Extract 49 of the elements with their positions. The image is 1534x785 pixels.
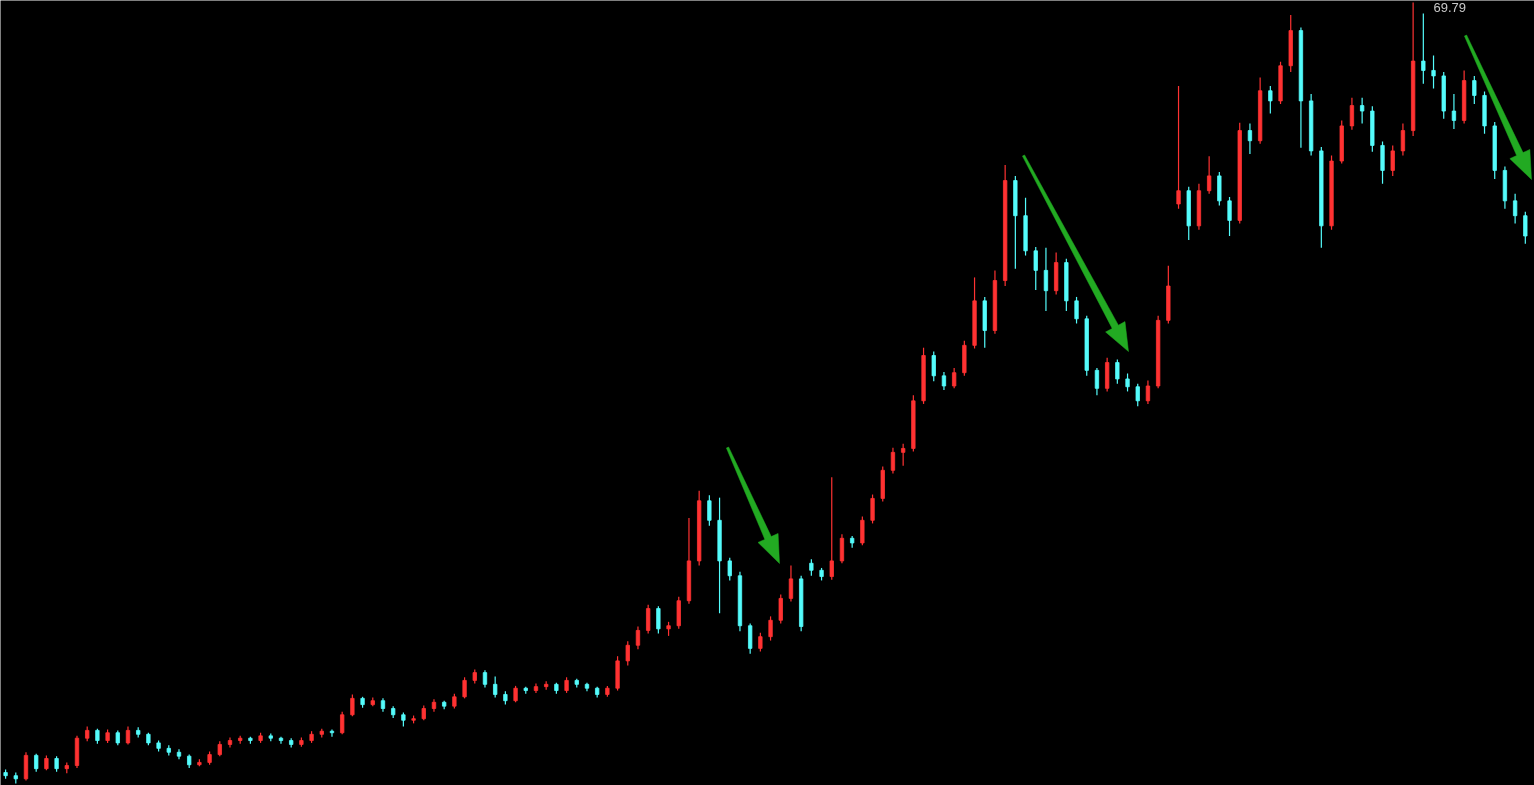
candlestick	[1227, 196, 1232, 237]
candlestick	[1268, 85, 1273, 114]
candlestick	[1145, 379, 1151, 405]
candlestick	[1400, 122, 1406, 157]
candlestick	[1033, 246, 1038, 291]
candlestick	[1360, 97, 1365, 125]
candlestick	[1431, 55, 1436, 90]
candlestick	[890, 447, 896, 475]
annotation: 69.79	[1433, 0, 1467, 15]
candlestick	[278, 736, 284, 745]
candlestick	[1094, 367, 1100, 396]
candlestick	[931, 351, 936, 382]
candlestick	[1523, 211, 1528, 245]
candlestick	[227, 736, 233, 749]
candlestick	[829, 476, 834, 581]
candlestick	[952, 367, 957, 389]
candlestick	[1451, 93, 1457, 130]
candlestick	[1247, 122, 1253, 155]
candlestick	[1074, 296, 1079, 325]
candlestick	[1207, 155, 1212, 195]
candlestick	[493, 675, 498, 699]
candlestick	[1472, 75, 1477, 105]
candlestick	[870, 493, 875, 525]
candlestick	[625, 640, 630, 667]
candlestick	[340, 711, 345, 735]
candlestick	[23, 751, 29, 781]
candlestick	[1043, 247, 1049, 312]
candlestick	[707, 494, 712, 527]
candlestick	[788, 565, 794, 603]
candlestick	[860, 515, 865, 546]
candlestick	[646, 604, 651, 635]
candlestick	[778, 593, 783, 624]
candlestick	[1512, 193, 1518, 225]
candlestick	[462, 676, 467, 699]
candlestick	[748, 622, 753, 655]
candlestick	[1176, 85, 1181, 210]
candlestick	[727, 557, 732, 582]
candlestick	[1390, 144, 1395, 177]
candlestick	[1349, 97, 1355, 131]
candlestick	[1135, 383, 1140, 407]
candlestick	[1421, 12, 1426, 85]
candlestick	[350, 693, 355, 717]
candlestick	[635, 625, 641, 650]
candlestick	[901, 443, 906, 467]
candlestick	[768, 615, 773, 642]
candlestick	[758, 632, 763, 653]
candlestick	[839, 533, 845, 564]
candlestick	[1115, 358, 1120, 385]
candlestick	[656, 605, 661, 635]
